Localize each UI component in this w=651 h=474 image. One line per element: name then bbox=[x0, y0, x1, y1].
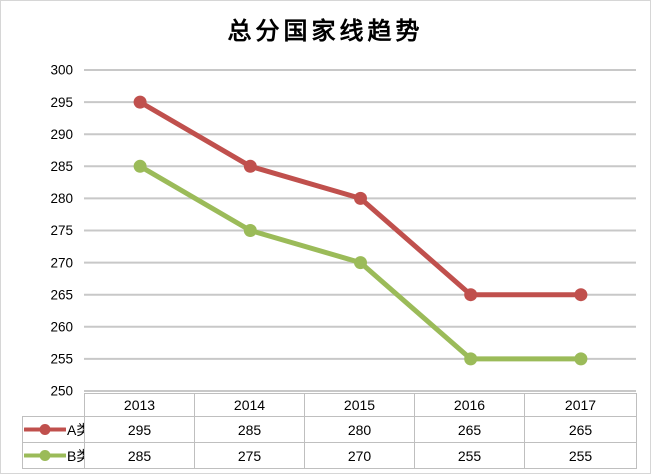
table-year-header: 2014 bbox=[194, 393, 305, 417]
legend-marker-icon bbox=[24, 450, 66, 461]
chart-title: 总分国家线趋势 bbox=[227, 16, 424, 45]
legend-label: A类 bbox=[67, 421, 84, 438]
table-value-cell: 275 bbox=[194, 442, 305, 469]
data-point-marker-B类 bbox=[133, 159, 147, 173]
legend-key-A类: A类 bbox=[24, 420, 84, 440]
table-value-cell: 295 bbox=[84, 416, 195, 443]
y-axis-tick-label: 280 bbox=[50, 191, 73, 206]
data-point-marker-B类 bbox=[464, 352, 478, 366]
data-point-marker-B类 bbox=[354, 256, 367, 270]
table-value-cell: 255 bbox=[414, 442, 525, 469]
table-value-cell: 285 bbox=[194, 416, 305, 443]
table-year-header: 2017 bbox=[524, 393, 637, 417]
table-value-cell: 265 bbox=[414, 416, 525, 443]
y-axis-tick-label: 260 bbox=[50, 320, 73, 335]
y-axis-tick-label: 290 bbox=[50, 127, 73, 142]
table-value-cell: 270 bbox=[304, 442, 415, 469]
table-value-cell: 280 bbox=[304, 416, 415, 443]
legend-label: B类 bbox=[67, 447, 84, 464]
legend-key-B类: B类 bbox=[24, 446, 84, 466]
y-axis-tick-label: 270 bbox=[50, 255, 73, 270]
y-axis-tick-label: 250 bbox=[50, 384, 73, 399]
table-year-header: 2016 bbox=[414, 393, 525, 417]
y-axis-tick-label: 285 bbox=[50, 159, 73, 174]
y-axis-tick-label: 295 bbox=[50, 95, 73, 110]
y-axis-tick-label: 275 bbox=[50, 223, 73, 238]
data-point-marker-A类 bbox=[574, 288, 588, 302]
y-axis-tick-label: 255 bbox=[50, 352, 73, 367]
y-axis-tick-label: 265 bbox=[50, 287, 73, 302]
table-corner-blank bbox=[23, 394, 85, 417]
legend-cell-A类: A类 bbox=[22, 416, 85, 443]
data-point-marker-B类 bbox=[574, 352, 588, 366]
chart-data-table: 20132014201520162017A类295285280265265B类2… bbox=[22, 393, 637, 469]
data-point-marker-A类 bbox=[243, 159, 257, 173]
legend-cell-B类: B类 bbox=[22, 442, 85, 469]
data-point-marker-A类 bbox=[464, 288, 478, 302]
table-year-header: 2013 bbox=[84, 393, 195, 417]
data-point-marker-A类 bbox=[133, 95, 147, 109]
table-year-header: 2015 bbox=[304, 393, 415, 417]
table-value-cell: 285 bbox=[84, 442, 195, 469]
data-point-marker-B类 bbox=[243, 224, 257, 237]
legend-marker-icon bbox=[24, 424, 66, 435]
y-axis-tick-label: 300 bbox=[50, 63, 73, 78]
table-value-cell: 255 bbox=[524, 442, 637, 469]
data-point-marker-A类 bbox=[354, 191, 367, 205]
table-value-cell: 265 bbox=[524, 416, 637, 443]
